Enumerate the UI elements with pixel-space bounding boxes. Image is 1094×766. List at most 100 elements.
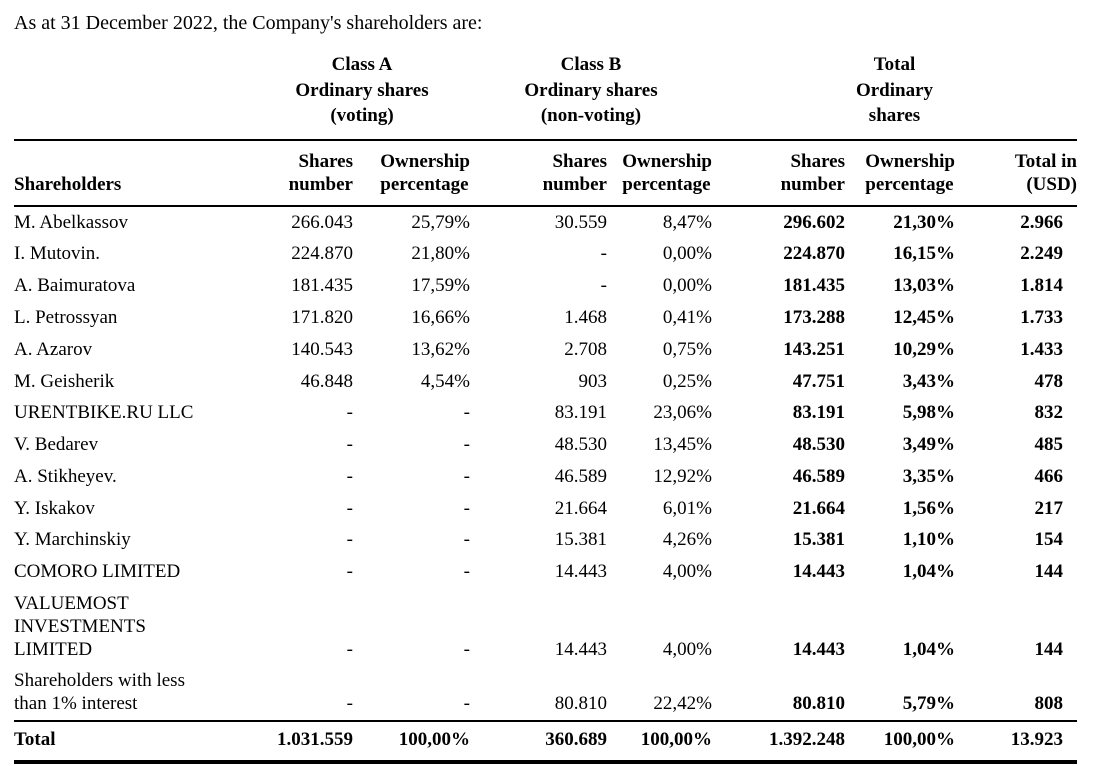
value-cell: 8,47% (662, 211, 712, 233)
table-row: M. Abelkassov 266.043 25,79% 30.559 8,47% 296… (14, 206, 1077, 239)
group-header-total: Total Ordinary shares (712, 50, 1077, 141)
value-cell: 224.870 (291, 243, 353, 265)
value-cell: 83.191 (792, 402, 845, 424)
value-cell: 466 (1034, 465, 1064, 487)
value-cell: 360.689 (470, 720, 607, 764)
value-cell: 144 (1034, 638, 1064, 660)
value-cell: 15.381 (554, 529, 607, 551)
value-cell: 1,04% (902, 561, 955, 583)
value-cell: 217 (1034, 497, 1064, 519)
table-row: A. Stikheyev. - - 46.589 12,92% 46.589 3,35% 46… (14, 461, 1077, 493)
value-cell: 3,35% (902, 465, 955, 487)
group-header-empty (14, 50, 254, 141)
column-header-class-b-ownership-percentage: Ownership percentage (607, 139, 712, 207)
value-cell: - (600, 243, 607, 265)
value-cell: - (600, 275, 607, 297)
value-cell: 0,25% (662, 370, 712, 392)
column-header-total-shares-number: Shares number (712, 139, 845, 207)
column-header-label: Ownership percentage (622, 150, 712, 195)
value-cell: 48.530 (792, 434, 845, 456)
shareholder-name-cell: A. Baimuratova (14, 275, 136, 297)
column-header-total-ownership-percentage: Ownership percentage (845, 139, 955, 207)
value-cell: 13,03% (893, 275, 955, 297)
value-cell: 903 (578, 370, 608, 392)
value-cell: 140.543 (291, 338, 353, 360)
shareholder-name-cell: I. Mutovin. (14, 243, 101, 265)
value-cell: 46.589 (792, 465, 845, 487)
value-cell: 485 (1034, 434, 1064, 456)
value-cell: - (346, 638, 353, 660)
table-row: URENTBIKE.RU LLC - - 83.191 23,06% 83.191 5,98… (14, 397, 1077, 429)
value-cell: 25,79% (411, 211, 470, 233)
value-cell: 14.443 (792, 561, 845, 583)
value-cell: 12,92% (653, 465, 712, 487)
value-cell: 478 (1034, 370, 1064, 392)
table-header: Class A Ordinary shares (voting) Class B… (14, 50, 1077, 207)
value-cell: 3,43% (902, 370, 955, 392)
table-row: A. Azarov 140.543 13,62% 2.708 0,75% 143.251 1… (14, 334, 1077, 366)
value-cell: - (346, 693, 353, 715)
value-cell: 266.043 (291, 211, 353, 233)
group-header-row: Class A Ordinary shares (voting) Class B… (14, 50, 1077, 141)
value-cell: 4,00% (662, 638, 712, 660)
value-cell: 4,00% (662, 561, 712, 583)
shareholder-name-cell: Total (14, 720, 254, 764)
shareholder-name-cell: URENTBIKE.RU LLC (14, 402, 194, 424)
value-cell: - (346, 402, 353, 424)
value-cell: 154 (1034, 529, 1064, 551)
value-cell: 181.435 (783, 275, 845, 297)
value-cell: - (463, 434, 470, 456)
shareholder-name-cell: L. Petrossyan (14, 306, 118, 328)
column-header-label: Ownership percentage (865, 150, 955, 195)
value-cell: 21.664 (792, 497, 845, 519)
shareholder-name-cell: VALUEMOST INVESTMENTS LIMITED (14, 593, 146, 660)
table-row: Y. Iskakov - - 21.664 6,01% 21.664 1,56% 217 (14, 493, 1077, 525)
table-row: V. Bedarev - - 48.530 13,45% 48.530 3,49% 485 (14, 429, 1077, 461)
value-cell: 1,04% (902, 638, 955, 660)
value-cell: 47.751 (792, 370, 845, 392)
value-cell: 14.443 (554, 638, 607, 660)
value-cell: 5,79% (902, 693, 955, 715)
value-cell: - (346, 561, 353, 583)
value-cell: - (463, 529, 470, 551)
table-row: Shareholders with less than 1% interest -… (14, 665, 1077, 721)
value-cell: 0,00% (662, 275, 712, 297)
column-header-row: Shareholders Shares number Ownership per… (14, 139, 1077, 207)
value-cell: 5,98% (902, 402, 955, 424)
value-cell: 15.381 (792, 529, 845, 551)
value-cell: 1,56% (902, 497, 955, 519)
table-row: A. Baimuratova 181.435 17,59% - 0,00% 181.435… (14, 270, 1077, 302)
value-cell: 30.559 (554, 211, 607, 233)
value-cell: 2.966 (1020, 211, 1063, 233)
value-cell: 0,75% (662, 338, 712, 360)
value-cell: 100,00% (845, 720, 955, 764)
value-cell: 12,45% (893, 306, 955, 328)
shareholder-name-cell: A. Stikheyev. (14, 465, 117, 487)
table-row: COMORO LIMITED - - 14.443 4,00% 14.443 1,04% 14… (14, 556, 1077, 588)
value-cell: 4,26% (662, 529, 712, 551)
value-cell: - (346, 434, 353, 456)
shareholder-name-cell: Y. Marchinskiy (14, 529, 131, 551)
value-cell: 1.814 (1020, 275, 1063, 297)
value-cell: 23,06% (653, 402, 712, 424)
table-row: VALUEMOST INVESTMENTS LIMITED - - 14.443 4,0… (14, 588, 1077, 665)
value-cell: 13,62% (411, 338, 470, 360)
value-cell: 143.251 (783, 338, 845, 360)
value-cell: 46.589 (554, 465, 607, 487)
value-cell: - (346, 529, 353, 551)
value-cell: 83.191 (554, 402, 607, 424)
value-cell: 14.443 (554, 561, 607, 583)
value-cell: 173.288 (783, 306, 845, 328)
value-cell: 80.810 (554, 693, 607, 715)
group-header-class-b: Class B Ordinary shares (non-voting) (470, 50, 712, 141)
value-cell: - (463, 497, 470, 519)
value-cell: 2.249 (1020, 243, 1063, 265)
value-cell: 4,54% (420, 370, 470, 392)
shareholder-name-cell: Shareholders with less than 1% interest (14, 670, 185, 715)
value-cell: 808 (1034, 693, 1064, 715)
value-cell: 16,15% (893, 243, 955, 265)
value-cell: 17,59% (411, 275, 470, 297)
value-cell: - (463, 638, 470, 660)
value-cell: 1.433 (1020, 338, 1063, 360)
